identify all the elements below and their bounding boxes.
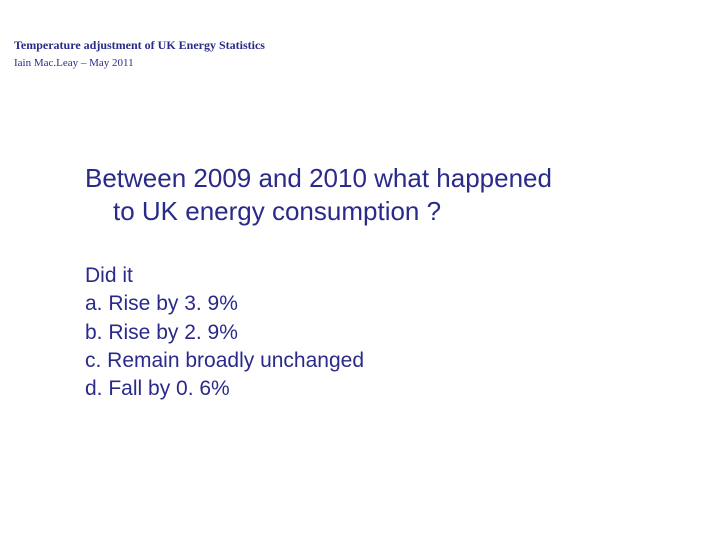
header-title: Temperature adjustment of UK Energy Stat…	[14, 38, 265, 53]
answer-b: b. Rise by 2. 9%	[85, 319, 364, 347]
question-block: Between 2009 and 2010 what happened to U…	[85, 162, 655, 227]
question-line-2: to UK energy consumption ?	[85, 195, 655, 228]
answer-c: c. Remain broadly unchanged	[85, 347, 364, 375]
slide: Temperature adjustment of UK Energy Stat…	[0, 0, 720, 540]
answer-d: d. Fall by 0. 6%	[85, 375, 364, 403]
answers-block: Did it a. Rise by 3. 9% b. Rise by 2. 9%…	[85, 262, 364, 404]
header-subtitle: Iain Mac.Leay – May 2011	[14, 57, 134, 69]
answers-intro: Did it	[85, 262, 364, 290]
answer-a: a. Rise by 3. 9%	[85, 290, 364, 318]
question-line-1: Between 2009 and 2010 what happened	[85, 163, 552, 193]
